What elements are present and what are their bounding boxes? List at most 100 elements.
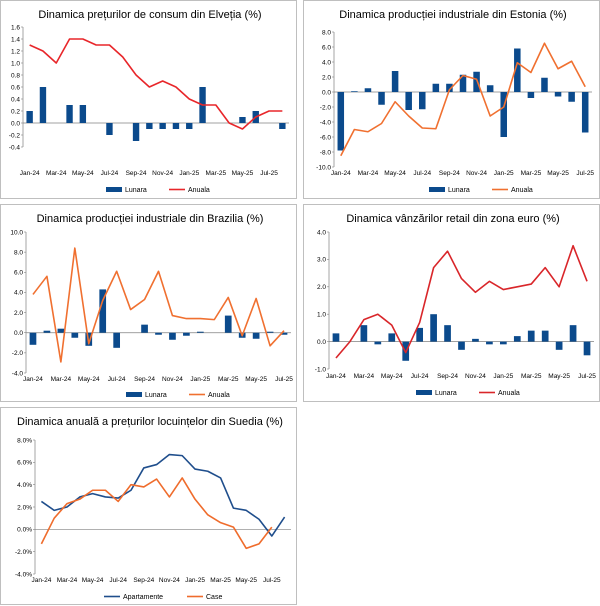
legend-label-lunara: Lunara (435, 390, 457, 397)
x-tick-label: Jan-25 (494, 170, 514, 177)
y-tick-label: 4.0 (317, 229, 326, 236)
series-line-anuala (32, 247, 285, 363)
y-tick-label: 2.0% (17, 504, 32, 511)
y-tick-label: 1.2 (11, 48, 20, 55)
y-tick-label: 1.6 (11, 24, 20, 31)
y-tick-label: 0.2 (11, 108, 20, 115)
bar-lunara (514, 48, 521, 92)
y-tick-label: 0.0% (17, 527, 32, 534)
x-tick-label: Sep-24 (126, 170, 147, 177)
bar-lunara (472, 338, 479, 342)
bar-lunara (106, 123, 113, 135)
chart-title: Dinamica prețurilor de consum din Elveți… (38, 9, 261, 21)
y-tick-label: 6.0 (14, 270, 23, 277)
series-line-apartamente (40, 453, 286, 537)
bar-lunara (183, 332, 190, 336)
x-tick-label: Jul-24 (411, 373, 429, 380)
bar-lunara (71, 332, 79, 338)
y-tick-label: -6.0 (320, 134, 332, 141)
x-tick-label: Mar-25 (210, 577, 231, 584)
y-tick-label: 0.0 (11, 120, 20, 127)
x-tick-label: Mar-24 (51, 376, 72, 383)
chart-sweden-housing: Dinamica anuală a prețurilor locuințelor… (15, 416, 291, 601)
bar-lunara (57, 328, 65, 333)
y-tick-label: 6.0% (17, 460, 32, 467)
x-tick-label: Nov-24 (465, 373, 486, 380)
bar-lunara (581, 92, 589, 133)
x-tick-label: Jul-24 (413, 170, 431, 177)
x-tick-label: Sep-24 (134, 376, 155, 383)
legend-label-lunara: Lunara (145, 392, 167, 399)
bar-lunara (432, 83, 440, 92)
legend-swatch-lunara (429, 187, 445, 192)
x-tick-label: May-25 (235, 577, 257, 584)
bar-lunara (169, 332, 176, 340)
y-tick-label: -0.4 (9, 144, 21, 151)
bar-lunara (444, 325, 451, 342)
bar-lunara (66, 105, 73, 123)
chart-panel-sweden-housing: Dinamica anuală a prețurilor locuințelor… (0, 407, 297, 605)
legend-swatch-lunara (416, 390, 432, 395)
chart-panel-brazil-industrial: Dinamica producției industriale din Braz… (0, 204, 297, 402)
bar-lunara (364, 88, 372, 92)
legend-label-anuala: Anuala (188, 187, 210, 194)
y-tick-label: 8.0 (14, 249, 23, 256)
bar-lunara (337, 92, 345, 151)
series-line-anuala (29, 38, 283, 130)
x-tick-label: Sep-24 (439, 170, 460, 177)
bar-lunara (405, 92, 412, 110)
bar-lunara (224, 315, 232, 333)
legend-label-anuala: Anuala (498, 390, 520, 397)
y-tick-label: 0.0 (14, 330, 23, 337)
y-tick-label: 0.0 (317, 339, 326, 346)
legend-label-anuala: Anuala (208, 392, 230, 399)
bar-lunara (39, 87, 47, 123)
bar-lunara (146, 123, 153, 129)
bar-lunara (196, 331, 204, 333)
bar-lunara (513, 336, 521, 342)
x-tick-label: Mar-24 (358, 170, 379, 177)
chart-eurozone-retail: Dinamica vânzărilor retail din zona euro… (315, 213, 596, 397)
x-tick-label: Nov-24 (152, 170, 173, 177)
bar-lunara (555, 341, 563, 350)
chart-panel-estonia-industrial: Dinamica producției industriale din Esto… (303, 0, 600, 199)
bar-lunara (568, 92, 575, 102)
bar-lunara (486, 85, 494, 92)
y-tick-label: -2.0% (15, 549, 32, 556)
bar-lunara (332, 333, 340, 342)
x-tick-label: Jul-25 (578, 373, 596, 380)
series-line-anuala (340, 42, 586, 157)
bar-lunara (541, 77, 548, 92)
y-tick-label: 8.0% (17, 437, 32, 444)
x-tick-label: Jan-25 (179, 170, 199, 177)
bar-lunara (419, 92, 426, 110)
y-tick-label: 4.0% (17, 482, 32, 489)
bar-lunara (430, 314, 437, 342)
y-tick-label: -4.0 (12, 370, 24, 377)
bar-lunara (473, 71, 480, 92)
x-tick-label: May-25 (548, 373, 570, 380)
chart-title: Dinamica producției industriale din Braz… (37, 213, 264, 225)
bar-lunara (113, 332, 121, 348)
bar-lunara (280, 332, 288, 335)
chart-title: Dinamica vânzărilor retail din zona euro… (346, 213, 559, 225)
x-tick-label: Mar-24 (46, 170, 67, 177)
x-tick-label: Jan-24 (20, 170, 40, 177)
bar-lunara (583, 341, 591, 356)
y-tick-label: -2.0 (12, 350, 24, 357)
bar-lunara (79, 105, 87, 123)
y-tick-label: 2.0 (14, 310, 23, 317)
x-tick-label: Jul-25 (275, 376, 293, 383)
x-tick-label: Nov-24 (162, 376, 183, 383)
x-tick-label: Sep-24 (133, 577, 154, 584)
x-tick-label: Nov-24 (159, 577, 180, 584)
x-tick-label: Mar-25 (521, 373, 542, 380)
bar-lunara (486, 341, 493, 345)
y-tick-label: -0.2 (9, 132, 21, 139)
y-tick-label: 10.0 (10, 229, 23, 236)
bar-lunara (99, 289, 107, 333)
y-tick-label: 0.4 (11, 96, 20, 103)
bar-lunara (499, 341, 507, 345)
x-tick-label: Jan-24 (331, 170, 351, 177)
x-tick-label: Jul-25 (263, 577, 281, 584)
